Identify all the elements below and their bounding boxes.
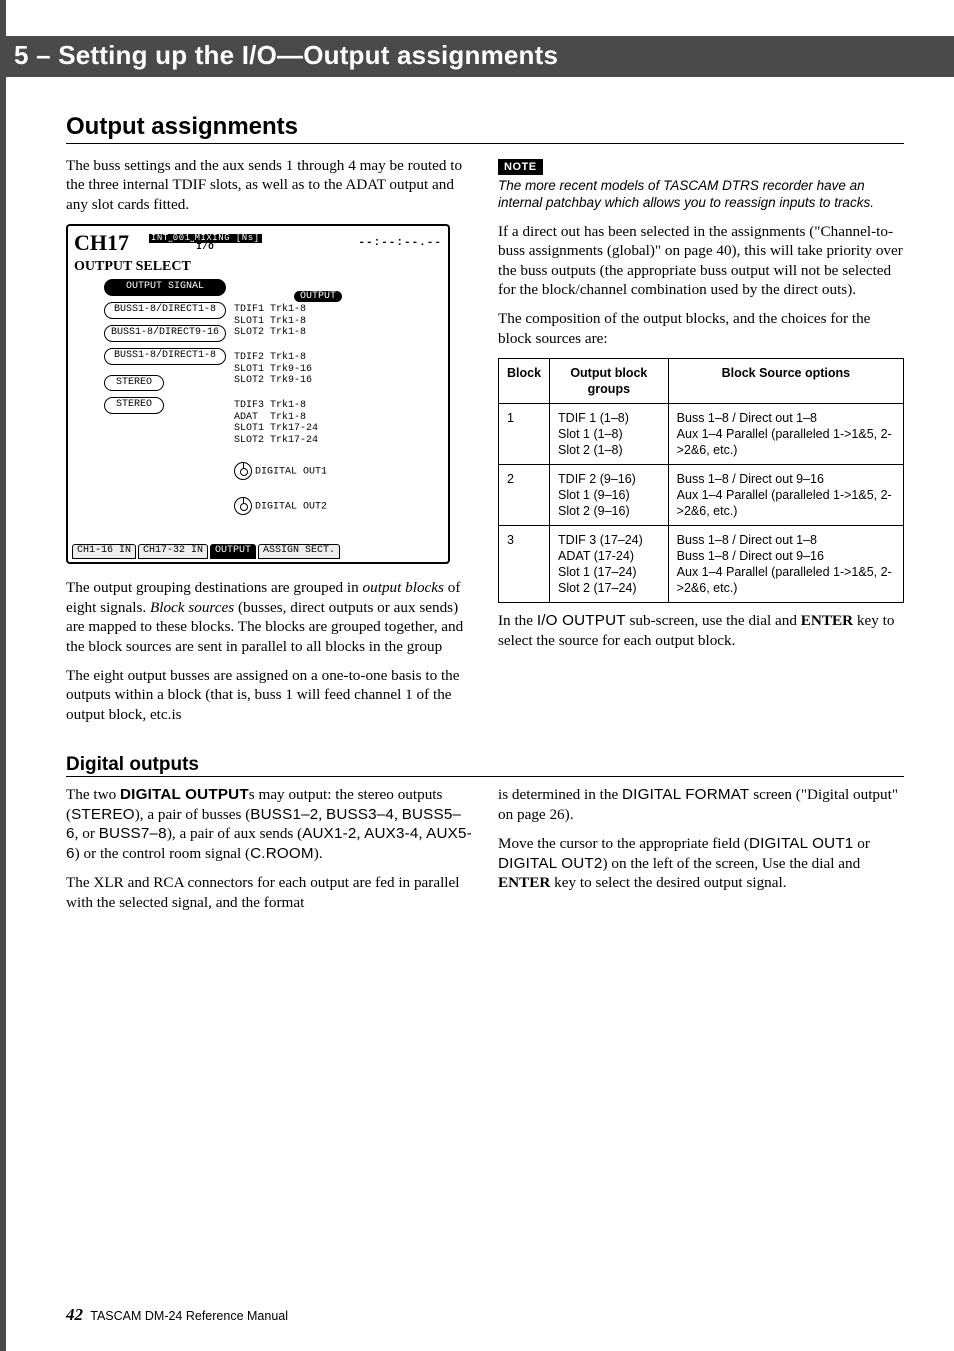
lcd-box: BUSS1-8/DIRECT1-8: [104, 348, 226, 365]
lcd-digital-out: DIGITAL OUT2: [255, 502, 327, 513]
lcd-route-block: TDIF2 Trk1-8 SLOT1 Trk9-16 SLOT2 Trk9-16: [234, 352, 342, 387]
right-column: NOTE The more recent models of TASCAM DT…: [498, 156, 904, 734]
body-text: The eight output busses are assigned on …: [66, 666, 472, 724]
table-row: 1 TDIF 1 (1–8) Slot 1 (1–8) Slot 2 (1–8)…: [499, 404, 904, 465]
manual-title: TASCAM DM-24 Reference Manual: [87, 1309, 288, 1323]
lcd-tab: CH17-32 IN: [138, 544, 208, 559]
page-number: 42: [66, 1305, 83, 1324]
section-heading: Output assignments: [66, 113, 904, 144]
lcd-left-header: OUTPUT SIGNAL: [104, 279, 226, 296]
page-footer: 42 TASCAM DM-24 Reference Manual: [66, 1305, 288, 1325]
lcd-subtitle: OUTPUT SELECT: [68, 258, 448, 278]
lcd-box: STEREO: [104, 397, 164, 414]
lcd-route-block: TDIF3 Trk1-8 ADAT Trk1-8 SLOT1 Trk17-24 …: [234, 400, 342, 446]
lcd-box: BUSS1-8/DIRECT9-16: [104, 325, 226, 342]
lcd-digital-out: DIGITAL OUT1: [255, 467, 327, 478]
left-column: The buss settings and the aux sends 1 th…: [66, 156, 472, 734]
lcd-figure: CH17 INT⎵001⎵MIXING [Ns] I/O --:--:--.--…: [66, 224, 450, 564]
table-header: Block Source options: [668, 359, 903, 404]
body-text: In the I/O OUTPUT sub-screen, use the di…: [498, 611, 904, 650]
body-text: The XLR and RCA connectors for each outp…: [66, 873, 472, 912]
table-row: 3 TDIF 3 (17–24) ADAT (17-24) Slot 1 (17…: [499, 526, 904, 603]
lcd-box: STEREO: [104, 375, 164, 392]
lcd-clock: --:--:--.--: [358, 236, 442, 250]
body-text: Move the cursor to the appropriate field…: [498, 834, 904, 892]
lcd-tab: ASSIGN SECT.: [258, 544, 340, 559]
knob-icon: [234, 497, 252, 515]
chapter-header: 5 – Setting up the I/O—Output assignment…: [6, 36, 954, 77]
lcd-tab: CH1-16 IN: [72, 544, 136, 559]
left-column: The two DIGITAL OUTPUTs may output: the …: [66, 785, 472, 922]
subsection-heading: Digital outputs: [66, 754, 904, 777]
body-text: The two DIGITAL OUTPUTs may output: the …: [66, 785, 472, 863]
body-text: The buss settings and the aux sends 1 th…: [66, 156, 472, 214]
knob-icon: [234, 462, 252, 480]
body-text: is determined in the DIGITAL FORMAT scre…: [498, 785, 904, 824]
chapter-number: 5: [14, 40, 29, 70]
right-column: is determined in the DIGITAL FORMAT scre…: [498, 785, 904, 922]
lcd-screen-name: I/O: [149, 243, 262, 252]
table-header: Block: [499, 359, 550, 404]
body-text: If a direct out has been selected in the…: [498, 222, 904, 300]
chapter-title: Setting up the I/O—Output assignments: [58, 40, 558, 70]
lcd-right-header: OUTPUT: [294, 291, 342, 303]
note-body: The more recent models of TASCAM DTRS re…: [498, 177, 904, 212]
lcd-route-block: TDIF1 Trk1-8 SLOT1 Trk1-8 SLOT2 Trk1-8: [234, 304, 342, 339]
lcd-box: BUSS1-8/DIRECT1-8: [104, 302, 226, 319]
table-header: Output block groups: [550, 359, 669, 404]
body-text: The output grouping destinations are gro…: [66, 578, 472, 656]
block-table: Block Output block groups Block Source o…: [498, 358, 904, 603]
note-label: NOTE: [498, 159, 543, 175]
lcd-tab: OUTPUT: [210, 544, 256, 559]
table-row: 2 TDIF 2 (9–16) Slot 1 (9–16) Slot 2 (9–…: [499, 465, 904, 526]
body-text: The composition of the output blocks, an…: [498, 309, 904, 348]
channel-label: CH17: [74, 229, 129, 257]
lcd-tab-bar: CH1-16 IN CH17-32 IN OUTPUT ASSIGN SECT.: [68, 542, 448, 562]
